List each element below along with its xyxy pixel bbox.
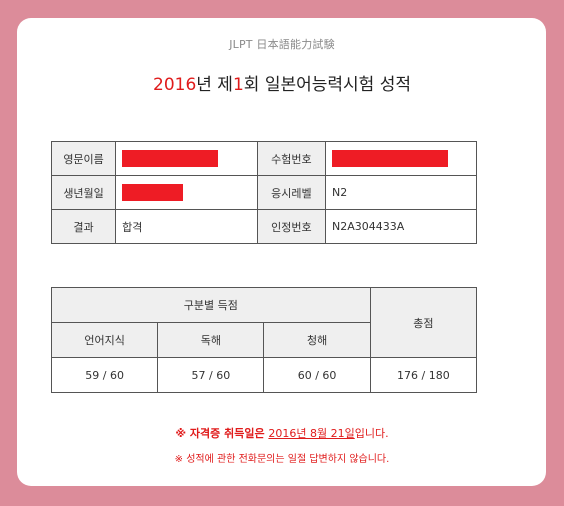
score-header-row: 구분별 득점 총점 [51,287,478,358]
score-table: 구분별 득점 총점 언어지식 독해 청해 59 / 60 57 / 60 60 … [50,287,478,393]
info-row-result: 결과 합격 인정번호 N2A304433A [50,209,477,244]
result-label: 결과 [50,209,117,244]
score-subheader-row: 언어지식 독해 청해 [50,322,477,358]
exam-subtitle: JLPT 日本語能力試験 [229,38,335,51]
name-label: 영문이름 [50,141,117,176]
birth-value [115,175,258,210]
result-card [17,18,546,486]
name-redaction [122,150,219,167]
listening-score: 60 / 60 [263,357,371,393]
exam-no-redaction [332,150,448,167]
title-year: 2016 [153,75,197,95]
reading-score: 57 / 60 [157,357,265,393]
title-part2: 회 일본어능력시험 성적 [243,75,411,95]
title-part1: 년 제 [196,75,233,95]
info-row-name: 영문이름 수험번호 [50,141,477,176]
cert-no-label: 인정번호 [256,209,327,244]
notice1-prefix: ※ 자격증 취득일은 [175,427,269,440]
total-score: 176 / 180 [369,357,478,393]
notice1-suffix: 입니다. [354,427,389,440]
certificate-date: 2016년 8월 21일 [268,427,355,440]
result-value: 합격 [115,209,258,244]
level-label: 응시레벨 [256,175,327,210]
name-value [115,141,258,176]
cert-no-value: N2A304433A [325,209,477,244]
level-value: N2 [325,175,477,210]
examinee-info-table: 영문이름 수험번호 생년월일 응시레벨 N2 결과 합격 인정번호 N2A304… [50,141,477,244]
score-values-row: 59 / 60 57 / 60 60 / 60 176 / 180 [50,357,478,393]
exam-no-value [325,141,477,176]
title-round: 1 [232,75,244,95]
certificate-date-notice: ※ 자격증 취득일은 2016년 8월 21일입니다. [0,425,564,441]
col-language-knowledge: 언어지식 [50,322,159,358]
col-listening: 청해 [263,322,371,358]
info-row-birth: 생년월일 응시레벨 N2 [50,175,477,210]
phone-inquiry-notice: ※ 성적에 관한 전화문의는 일절 답변하지 않습니다. [174,454,390,465]
section-score-header: 구분별 득점 [51,287,371,323]
language-knowledge-score: 59 / 60 [50,357,159,393]
col-reading: 독해 [157,322,265,358]
birth-label: 생년월일 [50,175,117,210]
page-title: 2016년 제1회 일본어능력시험 성적 [0,70,564,95]
birth-redaction [122,184,184,201]
total-score-header: 총점 [369,287,478,358]
exam-no-label: 수험번호 [256,141,327,176]
